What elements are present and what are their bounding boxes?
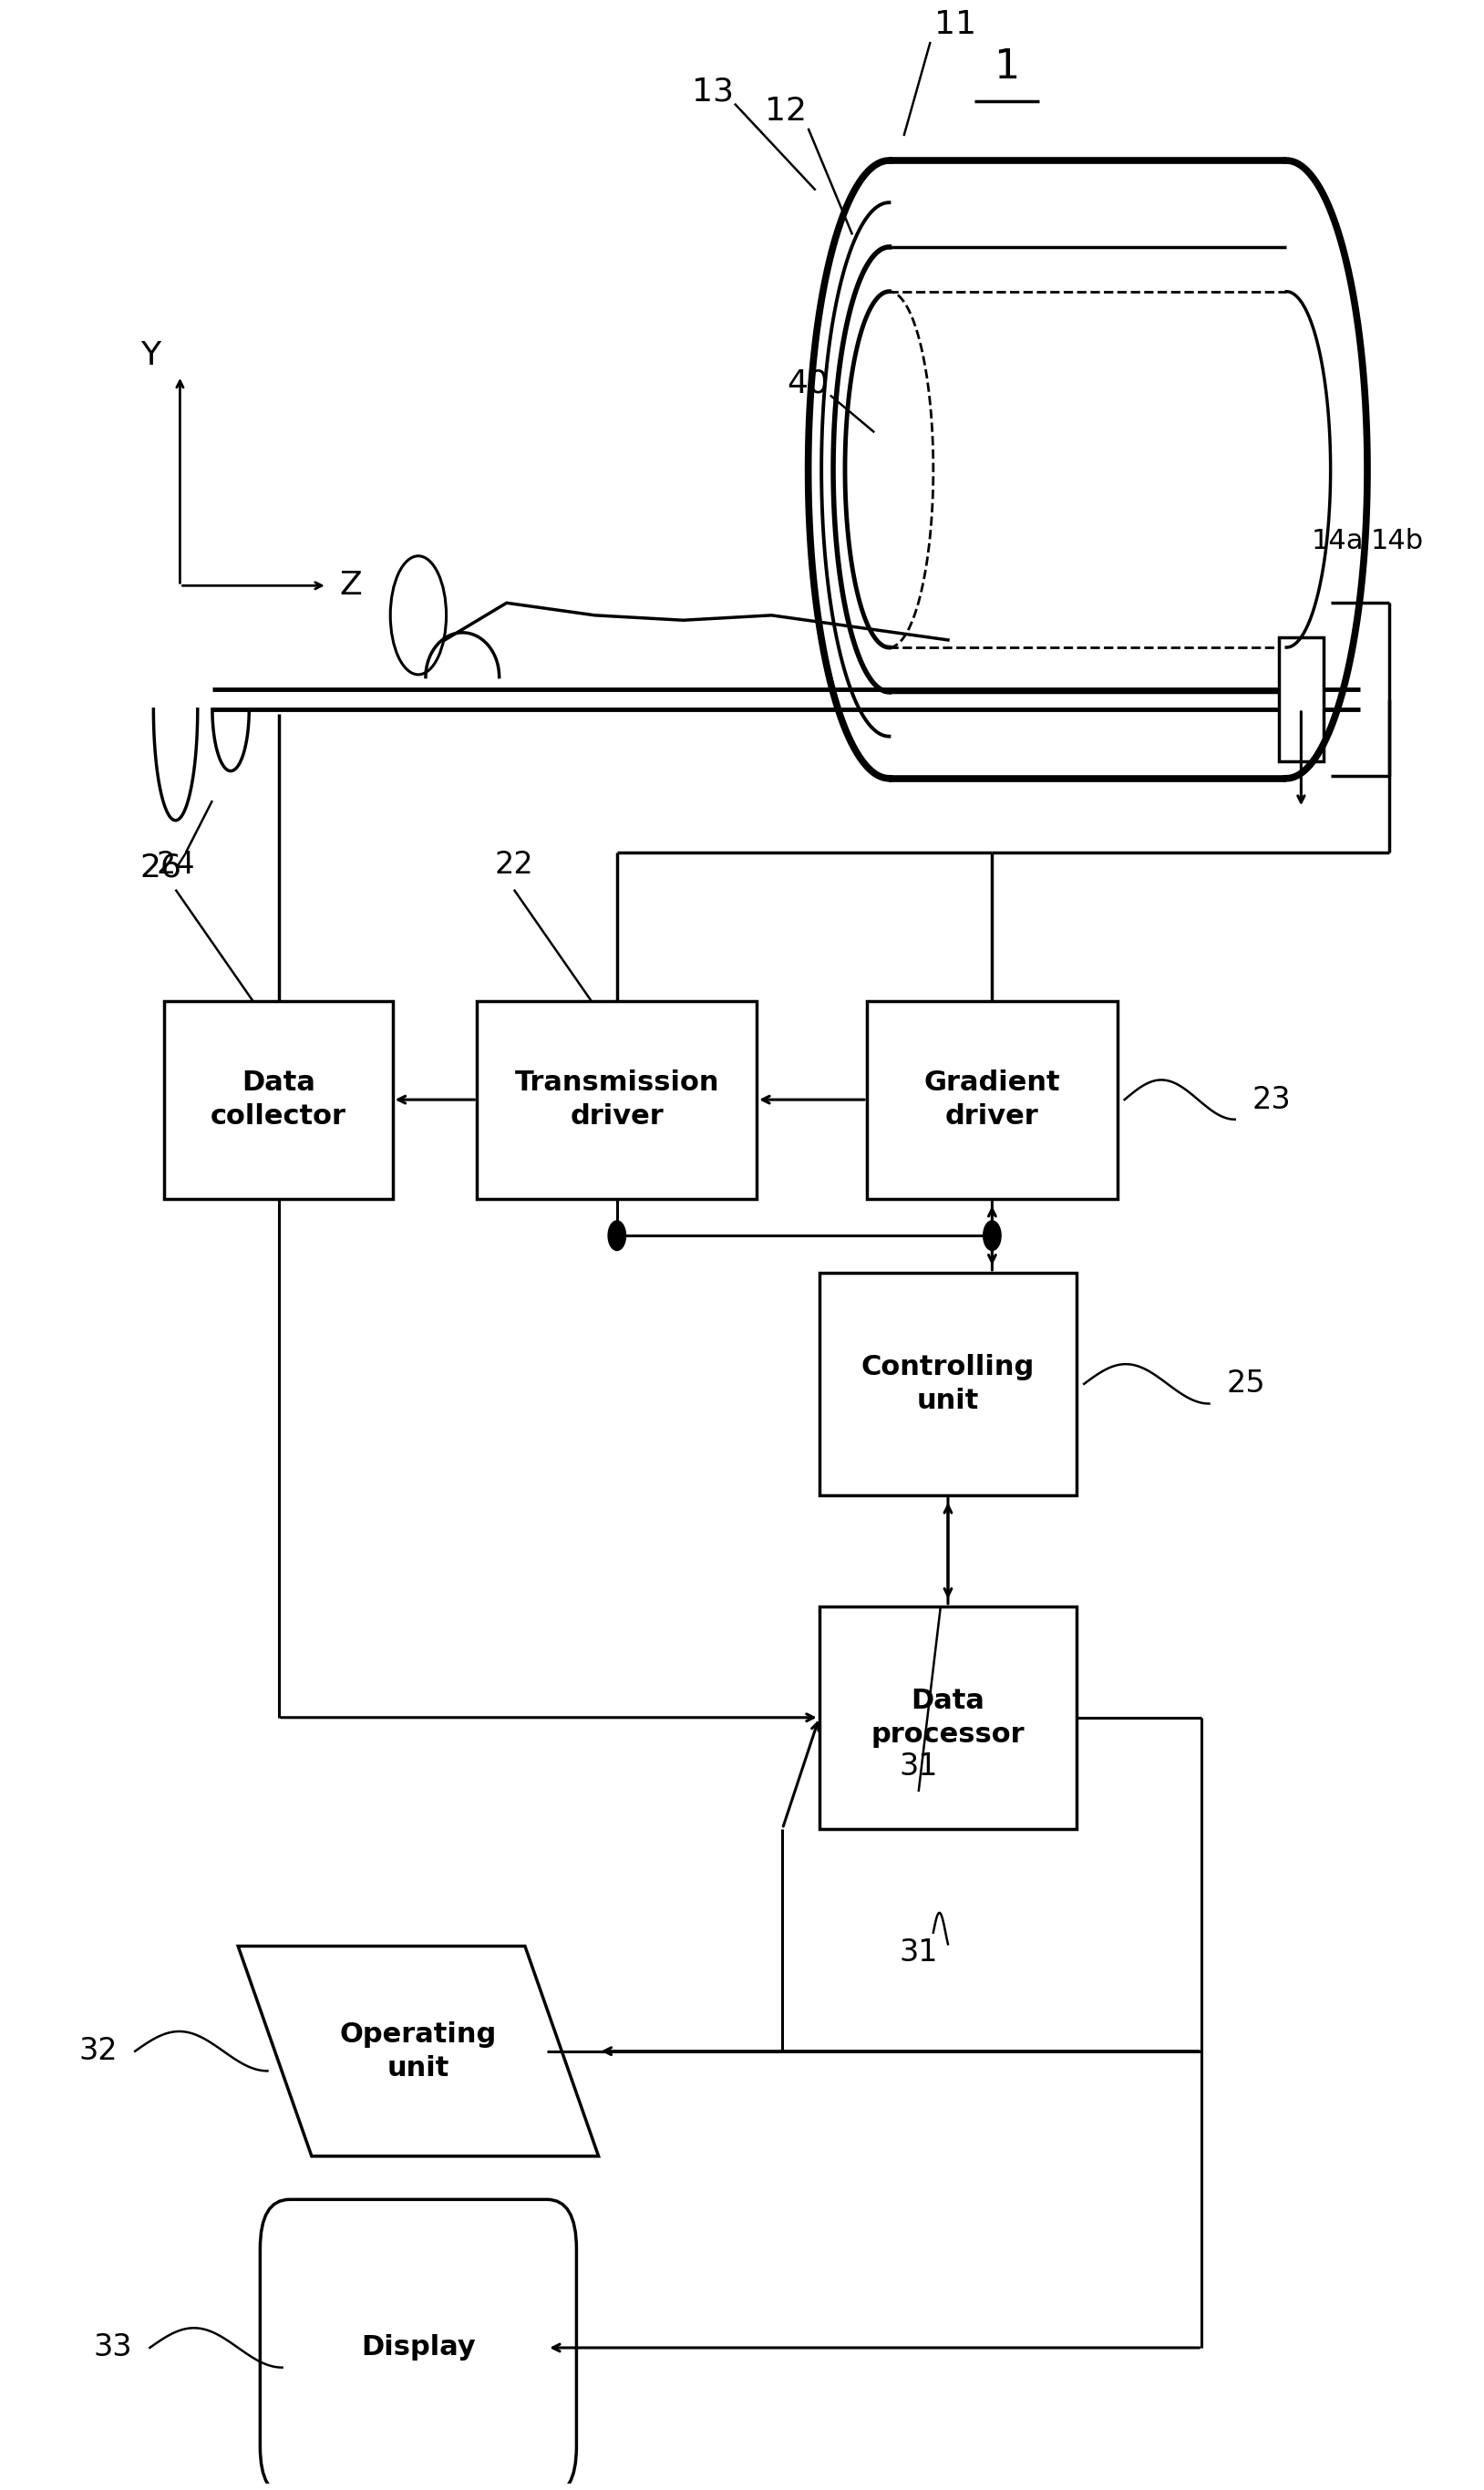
Text: 23: 23	[1252, 1086, 1291, 1116]
Text: 33: 33	[93, 2333, 132, 2363]
Text: 22: 22	[494, 849, 533, 879]
FancyBboxPatch shape	[819, 1606, 1077, 1828]
Text: Operating
unit: Operating unit	[340, 2022, 497, 2082]
Text: 32: 32	[79, 2037, 117, 2067]
FancyBboxPatch shape	[819, 1272, 1077, 1494]
Text: 12: 12	[766, 95, 807, 127]
Text: Data
processor: Data processor	[871, 1688, 1025, 1748]
Text: 31: 31	[899, 1937, 938, 1967]
FancyBboxPatch shape	[478, 1001, 757, 1198]
Text: Data
collector: Data collector	[211, 1071, 346, 1130]
FancyBboxPatch shape	[260, 2199, 576, 2490]
FancyBboxPatch shape	[1279, 637, 1324, 762]
Text: 26: 26	[139, 852, 181, 884]
Text: 13: 13	[692, 75, 733, 107]
Text: 24: 24	[156, 849, 194, 879]
Text: 1: 1	[994, 47, 1020, 87]
Polygon shape	[237, 1947, 598, 2156]
Text: 14a: 14a	[1312, 528, 1364, 555]
Text: 11: 11	[935, 10, 976, 40]
Text: Transmission
driver: Transmission driver	[515, 1071, 720, 1130]
Text: Z: Z	[340, 570, 362, 600]
Text: 40: 40	[787, 369, 830, 398]
Text: Gradient
driver: Gradient driver	[925, 1071, 1061, 1130]
Circle shape	[984, 1220, 1000, 1250]
Circle shape	[608, 1220, 626, 1250]
Text: 25: 25	[1226, 1370, 1266, 1399]
Ellipse shape	[390, 555, 447, 675]
FancyBboxPatch shape	[165, 1001, 393, 1198]
Text: Controlling
unit: Controlling unit	[861, 1355, 1034, 1414]
Text: Y: Y	[141, 341, 160, 371]
Text: Display: Display	[361, 2336, 475, 2361]
FancyBboxPatch shape	[867, 1001, 1117, 1198]
Text: 31: 31	[899, 1753, 938, 1783]
Text: 14b: 14b	[1370, 528, 1423, 555]
